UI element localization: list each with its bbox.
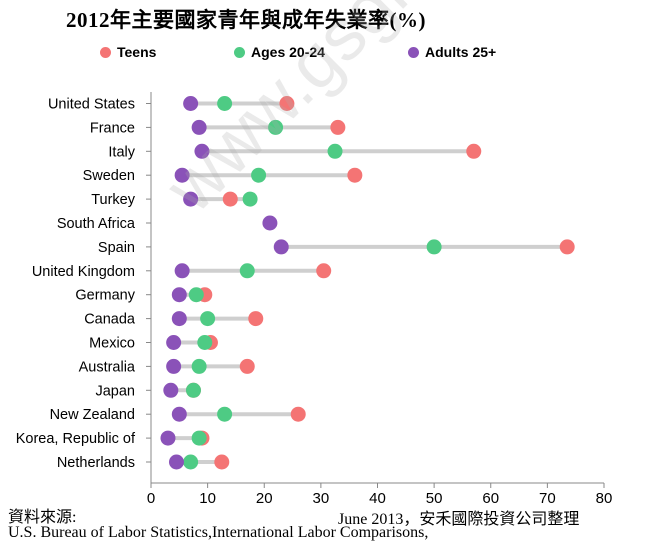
category-label-united-states: United States [48, 97, 135, 113]
x-tick-label-10: 10 [199, 490, 216, 507]
category-label-netherlands: Netherlands [57, 455, 135, 471]
point-ages-20-24-sweden [251, 167, 267, 183]
point-adults-25-south-africa [262, 215, 278, 231]
point-ages-20-24-japan [185, 382, 201, 398]
point-adults-25-japan [163, 382, 179, 398]
point-adults-25-new-zealand [171, 406, 187, 422]
date-note: June 2013，安禾國際投資公司整理 [338, 511, 580, 528]
legend-label-adults-25: Adults 25+ [425, 44, 497, 60]
point-adults-25-sweden [174, 167, 190, 183]
point-adults-25-united-states [183, 96, 199, 111]
point-ages-20-24-italy [327, 143, 343, 159]
category-label-australia: Australia [79, 359, 136, 375]
category-label-turkey: Turkey [91, 192, 136, 208]
point-teens-australia [239, 358, 255, 374]
category-label-mexico: Mexico [89, 336, 135, 352]
x-tick-label-30: 30 [313, 490, 330, 507]
source-text: U.S. Bureau of Labor Statistics,Internat… [8, 524, 429, 541]
chart-title: 2012年主要國家青年與成年失業率(%) [66, 8, 426, 32]
point-ages-20-24-netherlands [183, 454, 199, 470]
point-adults-25-netherlands [168, 454, 184, 470]
category-label-sweden: Sweden [83, 168, 135, 184]
point-ages-20-24-turkey [242, 191, 258, 207]
legend-swatch-ages-20-24 [234, 46, 245, 58]
category-label-new-zealand: New Zealand [50, 407, 135, 423]
point-adults-25-germany [171, 287, 187, 303]
point-adults-25-spain [273, 239, 289, 255]
point-teens-france [330, 119, 346, 135]
point-teens-sweden [347, 167, 363, 183]
point-teens-new-zealand [290, 406, 306, 422]
point-ages-20-24-mexico [197, 335, 213, 350]
point-ages-20-24-france [268, 119, 284, 135]
point-teens-italy [466, 143, 482, 159]
point-ages-20-24-united-states [217, 96, 233, 111]
source-label: 資料來源: [8, 509, 77, 526]
category-label-spain: Spain [98, 240, 135, 256]
legend: Teens Ages 20-24 Adults 25+ [100, 44, 620, 66]
x-tick-label-40: 40 [369, 490, 386, 507]
category-label-japan: Japan [95, 383, 135, 399]
legend-swatch-adults-25 [408, 46, 419, 58]
point-ages-20-24-korea-republic-of [191, 430, 207, 446]
x-tick-label-0: 0 [147, 490, 155, 507]
legend-label-ages-20-24: Ages 20-24 [251, 44, 325, 60]
point-adults-25-canada [171, 311, 187, 327]
point-ages-20-24-new-zealand [217, 406, 233, 422]
x-tick-label-70: 70 [539, 490, 556, 507]
category-label-united-kingdom: United Kingdom [32, 264, 135, 280]
point-adults-25-italy [194, 143, 210, 159]
x-tick-label-50: 50 [426, 490, 443, 507]
x-tick-label-60: 60 [482, 490, 499, 507]
point-ages-20-24-united-kingdom [239, 263, 255, 279]
dot-plot-chart: 0 10 20 30 40 50 60 70 80 United States France Ital… [16, 92, 613, 507]
point-adults-25-korea-republic-of [160, 430, 176, 446]
point-teens-canada [248, 311, 264, 327]
point-adults-25-france [191, 119, 207, 135]
legend-item-ages-20-24: Ages 20-24 [234, 44, 325, 60]
point-ages-20-24-australia [191, 358, 207, 374]
point-teens-spain [559, 239, 575, 255]
point-adults-25-mexico [166, 335, 182, 350]
legend-item-adults-25: Adults 25+ [408, 44, 496, 60]
legend-label-teens: Teens [117, 44, 157, 60]
category-label-france: France [90, 120, 135, 136]
x-tick-label-80: 80 [596, 490, 613, 507]
point-adults-25-australia [166, 358, 182, 374]
point-adults-25-united-kingdom [174, 263, 190, 279]
point-ages-20-24-spain [426, 239, 442, 255]
category-label-canada: Canada [84, 312, 136, 328]
category-label-south-africa: South Africa [57, 216, 136, 232]
point-adults-25-turkey [183, 191, 199, 207]
point-teens-turkey [222, 191, 238, 207]
category-label-germany: Germany [75, 288, 135, 304]
point-teens-united-states [279, 96, 295, 111]
point-teens-united-kingdom [316, 263, 332, 279]
legend-swatch-teens [100, 46, 111, 58]
category-label-korea-republic-of: Korea, Republic of [16, 431, 136, 447]
point-teens-netherlands [214, 454, 230, 470]
point-ages-20-24-canada [200, 311, 216, 327]
point-ages-20-24-germany [188, 287, 204, 303]
x-tick-label-20: 20 [256, 490, 273, 507]
category-label-italy: Italy [108, 144, 135, 160]
legend-item-teens: Teens [100, 44, 156, 60]
